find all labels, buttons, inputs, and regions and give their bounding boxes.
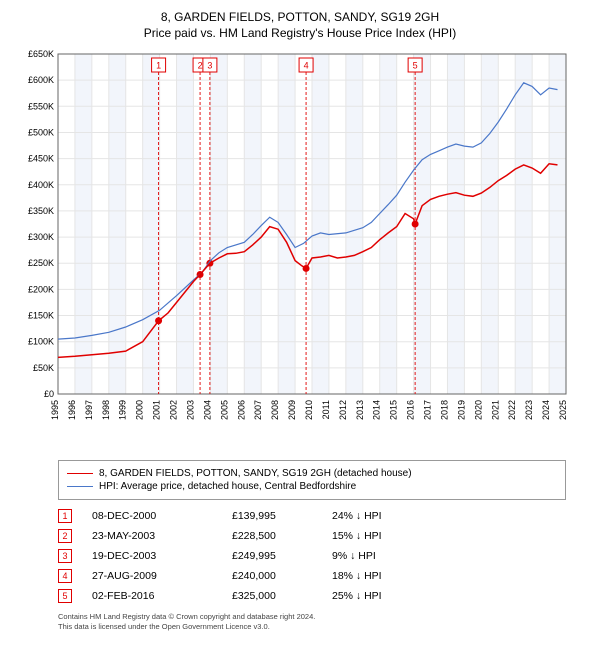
sales-row: 2 23-MAY-2003£228,50015% ↓ HPI [58, 526, 566, 546]
svg-text:2024: 2024 [541, 400, 551, 420]
svg-text:2010: 2010 [304, 400, 314, 420]
svg-text:2011: 2011 [321, 400, 331, 419]
svg-text:2018: 2018 [439, 400, 449, 420]
sales-row: 1 08-DEC-2000£139,99524% ↓ HPI [58, 506, 566, 526]
svg-text:2007: 2007 [253, 400, 263, 420]
legend-label-hpi: HPI: Average price, detached house, Cent… [99, 481, 356, 492]
sale-diff: 25% ↓ HPI [332, 590, 452, 602]
sale-date: 19-DEC-2003 [92, 550, 232, 562]
svg-text:1999: 1999 [118, 400, 128, 420]
svg-text:2012: 2012 [338, 400, 348, 420]
svg-text:2022: 2022 [507, 400, 517, 420]
svg-text:1998: 1998 [101, 400, 111, 420]
sale-marker: 5 [58, 589, 72, 603]
svg-text:1: 1 [156, 61, 161, 71]
footer-note: Contains HM Land Registry data © Crown c… [58, 612, 566, 632]
sale-diff: 24% ↓ HPI [332, 510, 452, 522]
svg-text:2013: 2013 [355, 400, 365, 420]
sale-marker: 3 [58, 549, 72, 563]
svg-text:4: 4 [304, 61, 309, 71]
svg-text:£600K: £600K [28, 75, 54, 85]
footer-line2: This data is licensed under the Open Gov… [58, 622, 566, 632]
svg-text:£350K: £350K [28, 206, 54, 216]
svg-text:2009: 2009 [287, 400, 297, 420]
sale-marker: 1 [58, 509, 72, 523]
sale-date: 23-MAY-2003 [92, 530, 232, 542]
svg-text:£300K: £300K [28, 232, 54, 242]
svg-text:£200K: £200K [28, 284, 54, 294]
svg-text:2003: 2003 [185, 400, 195, 420]
svg-text:2014: 2014 [372, 400, 382, 420]
svg-text:£650K: £650K [28, 49, 54, 59]
svg-text:£0: £0 [44, 389, 54, 399]
line-chart-svg: £0 £50K £100K £150K £200K £250K £300K £350K £400… [10, 44, 590, 454]
sale-price: £240,000 [232, 570, 332, 582]
legend-swatch-hpi [67, 486, 93, 487]
svg-text:2023: 2023 [524, 400, 534, 420]
svg-text:2002: 2002 [169, 400, 179, 420]
svg-text:1995: 1995 [50, 400, 60, 420]
svg-text:2001: 2001 [152, 400, 162, 420]
sale-date: 08-DEC-2000 [92, 510, 232, 522]
title-block: 8, GARDEN FIELDS, POTTON, SANDY, SG19 2G… [10, 10, 590, 40]
svg-text:£50K: £50K [33, 363, 54, 373]
svg-text:2000: 2000 [135, 400, 145, 420]
chart-container: 8, GARDEN FIELDS, POTTON, SANDY, SG19 2G… [10, 10, 590, 632]
svg-text:1997: 1997 [84, 400, 94, 420]
sale-marker: 2 [58, 529, 72, 543]
sale-price: £228,500 [232, 530, 332, 542]
svg-text:2020: 2020 [473, 400, 483, 420]
svg-text:2016: 2016 [406, 400, 416, 420]
legend-label-property: 8, GARDEN FIELDS, POTTON, SANDY, SG19 2G… [99, 468, 412, 479]
sale-date: 27-AUG-2009 [92, 570, 232, 582]
legend-row-hpi: HPI: Average price, detached house, Cent… [67, 480, 557, 493]
title-sub: Price paid vs. HM Land Registry's House … [10, 26, 590, 40]
sales-row: 4 27-AUG-2009£240,00018% ↓ HPI [58, 566, 566, 586]
svg-text:2025: 2025 [558, 400, 568, 420]
sales-row: 5 02-FEB-2016£325,00025% ↓ HPI [58, 586, 566, 606]
sale-marker: 4 [58, 569, 72, 583]
svg-text:2019: 2019 [456, 400, 466, 420]
sale-price: £249,995 [232, 550, 332, 562]
sale-diff: 9% ↓ HPI [332, 550, 452, 562]
sale-diff: 15% ↓ HPI [332, 530, 452, 542]
svg-text:£400K: £400K [28, 180, 54, 190]
svg-text:£150K: £150K [28, 311, 54, 321]
sale-diff: 18% ↓ HPI [332, 570, 452, 582]
svg-text:2021: 2021 [490, 400, 500, 420]
legend: 8, GARDEN FIELDS, POTTON, SANDY, SG19 2G… [58, 460, 566, 500]
svg-text:£550K: £550K [28, 101, 54, 111]
svg-text:2005: 2005 [219, 400, 229, 420]
svg-text:£450K: £450K [28, 154, 54, 164]
sales-table: 1 08-DEC-2000£139,99524% ↓ HPI 2 23-MAY-200… [58, 506, 566, 606]
svg-text:1996: 1996 [67, 400, 77, 420]
footer-line1: Contains HM Land Registry data © Crown c… [58, 612, 566, 622]
chart-area: £0 £50K £100K £150K £200K £250K £300K £350K £400… [10, 44, 590, 454]
svg-text:2004: 2004 [202, 400, 212, 420]
svg-text:£250K: £250K [28, 258, 54, 268]
legend-swatch-property [67, 473, 93, 474]
svg-text:2008: 2008 [270, 400, 280, 420]
svg-text:3: 3 [207, 61, 212, 71]
svg-text:£500K: £500K [28, 127, 54, 137]
sale-price: £325,000 [232, 590, 332, 602]
title-main: 8, GARDEN FIELDS, POTTON, SANDY, SG19 2G… [10, 10, 590, 24]
svg-text:£100K: £100K [28, 337, 54, 347]
svg-text:2015: 2015 [389, 400, 399, 420]
sale-date: 02-FEB-2016 [92, 590, 232, 602]
svg-text:2006: 2006 [236, 400, 246, 420]
sales-row: 3 19-DEC-2003£249,9959% ↓ HPI [58, 546, 566, 566]
svg-text:2017: 2017 [423, 400, 433, 420]
sale-price: £139,995 [232, 510, 332, 522]
svg-text:2: 2 [198, 61, 203, 71]
svg-text:5: 5 [413, 61, 418, 71]
legend-row-property: 8, GARDEN FIELDS, POTTON, SANDY, SG19 2G… [67, 467, 557, 480]
